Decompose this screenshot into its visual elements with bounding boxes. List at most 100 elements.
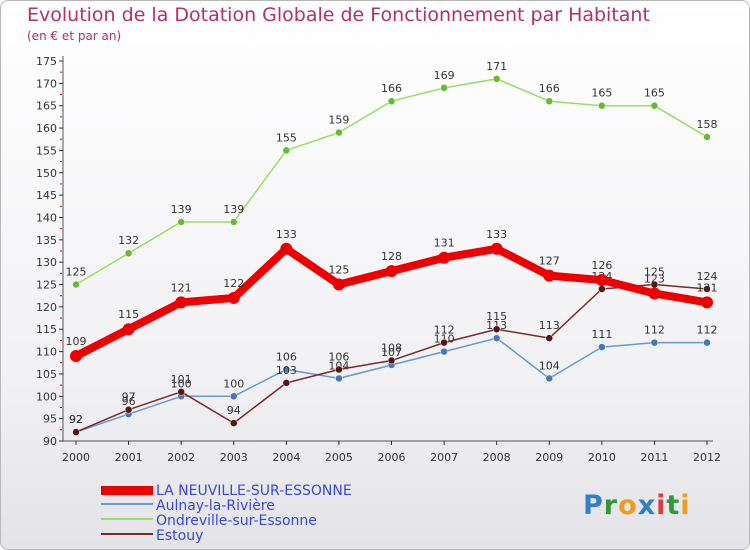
y-tick-label: 160 (36, 122, 57, 135)
data-point (703, 338, 711, 347)
data-label: 133 (276, 228, 297, 241)
legend-label-ondreville: Ondreville-sur-Essonne (156, 513, 317, 529)
legend-label-neuville: LA NEUVILLE-SUR-ESSONNE (156, 483, 352, 499)
data-label: 113 (539, 319, 560, 332)
data-label: 103 (276, 364, 297, 377)
data-point (703, 285, 711, 293)
data-point (492, 325, 501, 333)
data-point (598, 343, 606, 351)
logo-letter: i (656, 490, 667, 521)
x-tick-label: 2008 (483, 451, 511, 464)
data-point (598, 101, 606, 110)
data-label: 96 (122, 395, 136, 408)
y-tick-label: 170 (36, 77, 57, 90)
x-tick-label: 2000 (62, 451, 90, 464)
logo-letter: r (603, 490, 619, 521)
y-tick-label: 120 (36, 301, 57, 314)
x-tick-label: 2009 (535, 451, 563, 464)
x-tick-label: 2001 (115, 451, 143, 464)
legend-swatch-neuville (101, 486, 153, 495)
data-label: 92 (69, 413, 83, 426)
data-point (492, 75, 501, 83)
logo-letter: i (680, 490, 691, 521)
data-point (177, 218, 185, 226)
x-tick-label: 2004 (272, 451, 300, 464)
data-point (545, 374, 553, 383)
data-label: 124 (697, 270, 718, 283)
data-point (124, 405, 133, 414)
data-point (545, 97, 553, 105)
data-label: 121 (697, 281, 718, 294)
data-label: 139 (223, 203, 244, 216)
data-label: 166 (381, 82, 402, 95)
legend-swatch-estouy (101, 533, 153, 535)
data-label: 115 (118, 308, 139, 321)
data-point (440, 84, 448, 92)
data-label: 122 (223, 277, 244, 290)
logo-letter: x (637, 490, 657, 521)
legend-label-estouy: Estouy (156, 528, 204, 544)
data-point (122, 323, 135, 336)
x-tick-label: 2010 (588, 451, 616, 464)
legend-swatch-ondreville (101, 518, 153, 520)
data-label: 100 (223, 377, 244, 390)
data-point (387, 356, 396, 365)
y-tick-label: 145 (36, 189, 57, 202)
y-tick-label: 155 (36, 144, 57, 157)
data-point (230, 392, 238, 401)
data-point (72, 428, 80, 436)
data-point (440, 347, 448, 356)
y-tick-label: 100 (36, 390, 57, 403)
y-tick-label: 105 (36, 368, 57, 381)
data-label: 155 (276, 131, 297, 144)
y-tick-label: 95 (43, 413, 57, 426)
data-point (543, 269, 556, 282)
legend-swatch-aulnay (101, 503, 153, 505)
data-label: 123 (644, 272, 665, 285)
data-label: 108 (381, 342, 402, 355)
y-tick-label: 140 (36, 211, 57, 224)
data-label: 133 (486, 228, 507, 241)
data-point (545, 334, 553, 342)
data-point (230, 218, 238, 226)
data-point (650, 338, 659, 347)
x-tick-label: 2012 (693, 451, 721, 464)
data-label: 121 (171, 281, 192, 294)
data-label: 125 (66, 266, 87, 279)
data-point (177, 388, 185, 396)
x-tick-label: 2002 (167, 451, 195, 464)
logo-letter: o (618, 490, 638, 521)
data-label: 125 (328, 264, 349, 277)
series-line (72, 244, 711, 361)
proxiti-logo: Proxiti (583, 490, 691, 521)
data-label: 104 (539, 359, 560, 372)
data-point (227, 291, 240, 304)
y-tick-label: 130 (36, 256, 57, 269)
data-label: 131 (434, 237, 455, 250)
legend-label-aulnay: Aulnay-la-Rivière (156, 498, 275, 514)
data-point (438, 251, 451, 264)
data-label: 112 (644, 324, 665, 337)
data-label: 165 (644, 87, 665, 100)
data-point (335, 374, 343, 383)
data-point (332, 278, 345, 291)
logo-letter: t (666, 490, 681, 521)
logo-letter: P (583, 490, 604, 521)
data-point (703, 133, 711, 141)
data-label: 171 (486, 60, 507, 73)
data-point (385, 265, 398, 278)
data-point (650, 101, 659, 110)
data-label: 112 (434, 324, 455, 337)
data-label: 126 (591, 259, 612, 272)
data-label: 106 (328, 350, 349, 363)
data-label: 115 (486, 310, 507, 323)
data-label: 106 (276, 350, 297, 363)
data-point (701, 296, 713, 309)
y-tick-label: 110 (36, 346, 57, 359)
data-point (282, 379, 291, 387)
data-point (282, 146, 291, 155)
data-point (490, 242, 503, 255)
data-label: 92 (69, 413, 83, 426)
